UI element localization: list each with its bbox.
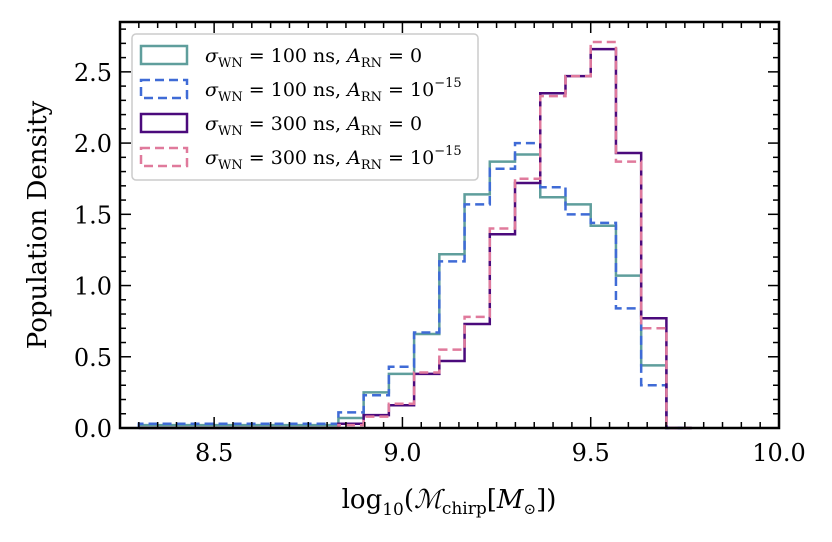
y-tick-labels: 0.0 0.5 1.0 1.5 2.0 2.5 <box>74 59 112 443</box>
legend-swatch-3 <box>139 112 189 134</box>
legend-label-1: σWN = 100 ns, ARN = 0 <box>205 45 422 71</box>
x-tick-label: 9.5 <box>572 439 610 467</box>
x-tick-label: 9.0 <box>383 439 421 467</box>
series-3-histogram <box>138 47 692 430</box>
x-tick-labels: 8.5 9.0 9.5 10.0 <box>195 439 806 467</box>
x-tick-label: 8.5 <box>195 439 233 467</box>
legend-swatch-4 <box>139 146 189 168</box>
legend-label-4: σWN = 300 ns, ARN = 10−15 <box>205 144 462 173</box>
y-tick-label: 2.5 <box>74 59 112 87</box>
legend-swatch-2 <box>139 78 189 100</box>
y-tick-label: 1.0 <box>74 273 112 301</box>
series-layer <box>137 40 692 430</box>
y-axis-label: Population Density <box>23 100 53 349</box>
x-tick-label: 10.0 <box>752 439 805 467</box>
y-tick-label: 2.0 <box>74 130 112 158</box>
x-axis-label: log10(ℳchirp[M⊙]) <box>342 485 557 520</box>
series-1-histogram <box>137 153 692 430</box>
series-4-histogram <box>138 40 692 430</box>
series-2-histogram <box>137 141 692 430</box>
y-tick-label: 0.0 <box>74 415 112 443</box>
legend-box <box>131 33 479 181</box>
y-tick-label: 1.5 <box>74 201 112 229</box>
plot-frame <box>118 20 781 430</box>
legend-label-3: σWN = 300 ns, ARN = 0 <box>205 113 422 139</box>
legend-swatch-1 <box>139 44 189 66</box>
legend: σWN = 100 ns, ARN = 0 σWN = 100 ns, ARN =… <box>131 33 479 181</box>
y-tick-label: 0.5 <box>74 344 112 372</box>
legend-label-2: σWN = 100 ns, ARN = 10−15 <box>205 76 462 105</box>
